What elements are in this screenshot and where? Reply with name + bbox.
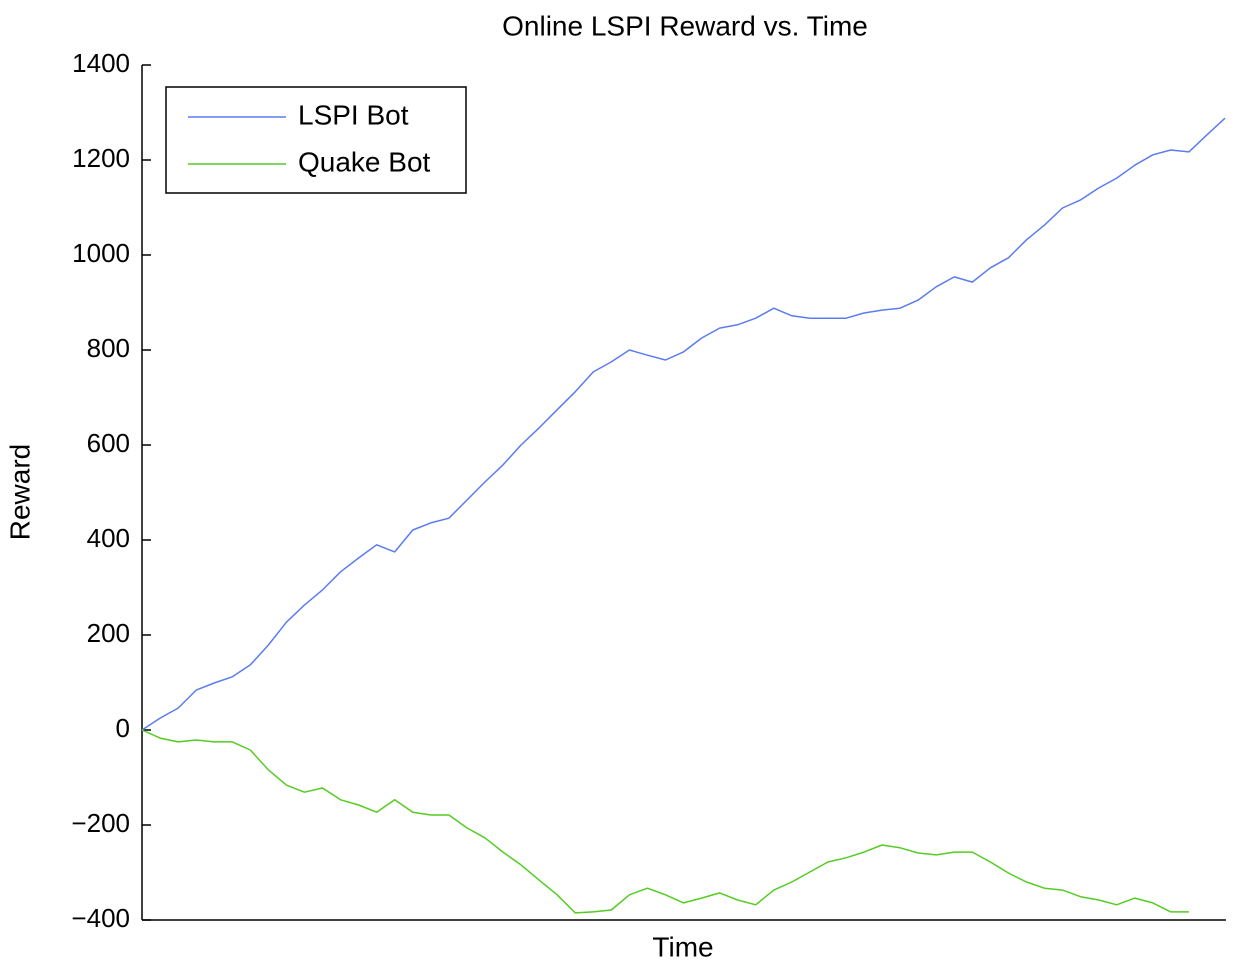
y-tick-label: 200 <box>87 618 130 648</box>
y-tick-label: 600 <box>87 428 130 458</box>
y-axis-label: Reward <box>4 444 35 540</box>
line-series <box>141 117 1226 731</box>
chart-title: Online LSPI Reward vs. Time <box>502 10 868 41</box>
line-series <box>141 729 1189 914</box>
y-tick-label: 800 <box>87 333 130 363</box>
legend-box <box>165 86 467 194</box>
x-axis-label: Time <box>652 931 713 962</box>
legend-label: LSPI Bot <box>298 99 409 130</box>
y-tick-label: −400 <box>71 903 130 933</box>
y-tick-label: 400 <box>87 523 130 553</box>
y-tick-label: 0 <box>116 713 130 743</box>
y-tick-label: −200 <box>71 808 130 838</box>
y-tick-label: 1200 <box>72 143 130 173</box>
y-tick-label: 1400 <box>72 48 130 78</box>
legend-label: Quake Bot <box>298 146 431 177</box>
y-tick-label: 1000 <box>72 238 130 268</box>
